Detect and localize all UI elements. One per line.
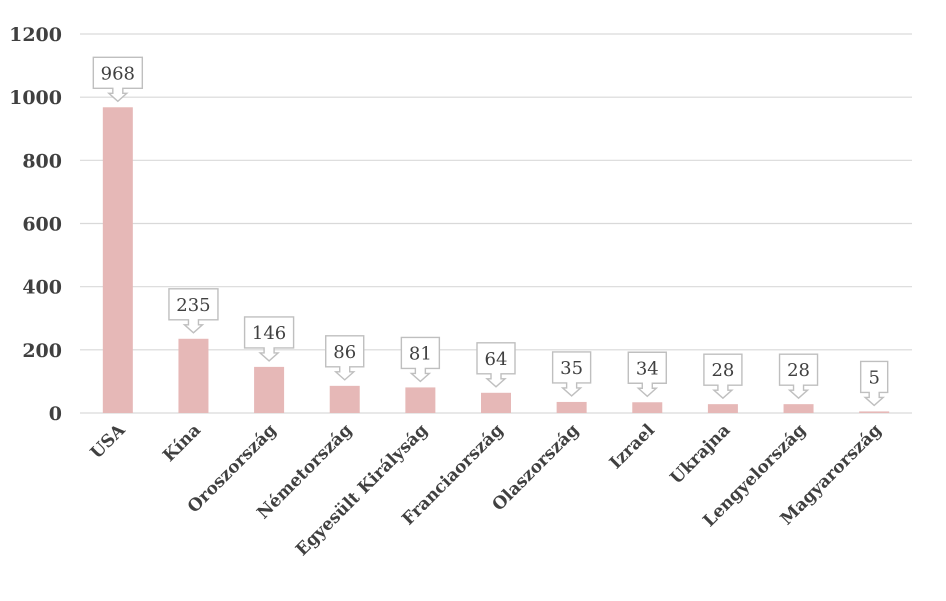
data-labels: 968 235 146 86 81 64 35 34 28 28 5 <box>92 56 889 407</box>
bars <box>102 107 890 414</box>
bar <box>707 404 738 413</box>
data-label-callout <box>476 342 516 388</box>
x-category-label: Izrael <box>606 420 659 473</box>
data-label: 35 <box>560 358 583 379</box>
y-tick-label: 1200 <box>9 24 62 46</box>
x-category-label: Egyesült Királyság <box>292 420 432 560</box>
data-label-callout <box>168 288 219 334</box>
bar <box>632 402 663 413</box>
bar <box>102 107 133 414</box>
data-label: 86 <box>333 342 356 363</box>
y-tick-label: 200 <box>22 340 62 362</box>
data-label: 968 <box>101 63 135 84</box>
y-tick-label: 1000 <box>9 87 62 109</box>
data-label-callout <box>243 316 295 362</box>
data-label-callout <box>551 351 592 397</box>
data-label: 34 <box>636 358 659 379</box>
data-label: 28 <box>787 360 810 381</box>
bar <box>481 392 511 413</box>
y-axis-ticks: 0 200 400 600 800 1000 1200 <box>9 24 62 425</box>
data-label-callout <box>703 353 743 400</box>
y-tick-label: 400 <box>22 277 62 299</box>
bar <box>329 385 360 413</box>
data-label: 81 <box>409 343 432 364</box>
bar <box>405 387 436 413</box>
data-label-callout <box>627 351 667 398</box>
data-label: 5 <box>868 367 879 388</box>
bar <box>178 338 209 413</box>
data-label: 64 <box>485 349 508 370</box>
data-label: 146 <box>252 323 286 344</box>
bar <box>783 404 814 413</box>
data-label-callout <box>400 336 441 383</box>
x-category-label: Kína <box>159 420 205 466</box>
x-category-label: Ukrajna <box>666 420 734 488</box>
data-label-callout <box>325 335 365 381</box>
y-tick-label: 0 <box>49 403 62 425</box>
y-tick-label: 800 <box>22 150 62 172</box>
bar <box>556 401 587 413</box>
bar <box>859 411 890 413</box>
data-label: 28 <box>711 360 734 381</box>
x-category-label: USA <box>87 420 130 463</box>
bar <box>254 366 285 413</box>
data-label-callout <box>859 360 889 407</box>
data-label-callout <box>92 56 144 103</box>
gridlines <box>80 33 912 414</box>
data-label: 235 <box>176 295 210 316</box>
y-tick-label: 600 <box>22 214 62 236</box>
data-label-callout <box>778 353 819 400</box>
